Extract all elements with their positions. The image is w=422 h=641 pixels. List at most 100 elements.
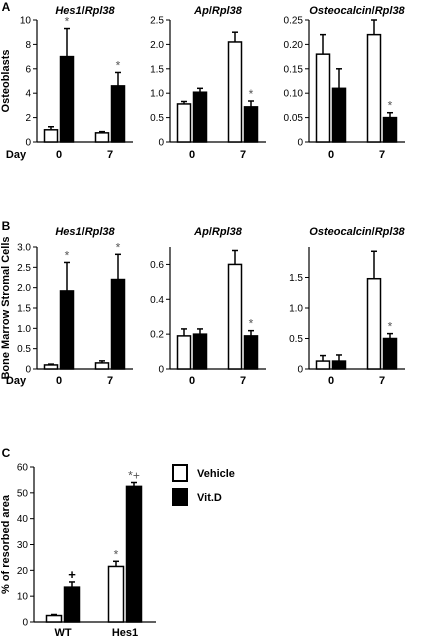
y-tick-label: 0.2: [150, 330, 164, 341]
title-gene: Hes1: [55, 226, 81, 238]
y-tick-label: 2.5: [17, 263, 31, 274]
title-separator: /: [82, 5, 85, 17]
significance-marker: *: [65, 15, 70, 29]
y-tick-label: 0.6: [150, 260, 164, 271]
bar: [107, 565, 125, 623]
y-tick-label: 50: [17, 488, 29, 499]
title-reference: Rpl38: [212, 5, 243, 17]
chart-title: Ap/Rpl38: [193, 5, 243, 17]
bar: [227, 41, 243, 143]
significance-marker: *: [249, 317, 254, 331]
y-tick-label: 0: [25, 138, 31, 149]
y-tick-label: 0.25: [284, 16, 304, 27]
bar: [94, 132, 110, 143]
legend: Vehicle Vit.D: [172, 464, 235, 506]
y-tick-label: 0.4: [150, 295, 164, 306]
title-gene: Ap: [193, 226, 209, 238]
y-tick-label: 0.10: [284, 89, 304, 100]
legend-swatch: [172, 464, 188, 482]
panel-letter: C: [2, 446, 11, 460]
title-separator: /: [372, 226, 375, 238]
category-label: 0: [56, 375, 62, 387]
chart-title: Ap/Rpl38: [193, 226, 243, 238]
title-separator: /: [372, 5, 375, 17]
title-reference: Rpl38: [212, 226, 243, 238]
y-tick-label: 1.0: [289, 304, 303, 315]
chart-panel: Ap/Rpl38 0 0.5 1.0 1.5 2.0 2.5 0 7 *: [150, 5, 266, 161]
y-tick-label: 20: [17, 566, 29, 577]
bar: [315, 53, 331, 143]
y-tick-label: 0.20: [284, 40, 304, 51]
category-label: 7: [240, 375, 246, 387]
y-tick-label: 4: [25, 89, 31, 100]
y-tick-label: 1.0: [17, 324, 31, 335]
category-label: 0: [189, 149, 195, 161]
title-separator: /: [209, 5, 212, 17]
bar: [192, 91, 208, 143]
category-label: 7: [240, 149, 246, 161]
bar: [43, 129, 59, 143]
y-tick-label: 1.5: [150, 64, 164, 75]
chart-title: Hes1/Rpl38: [55, 226, 115, 238]
legend-label: Vit.D: [197, 492, 222, 504]
y-tick-label: 30: [17, 540, 29, 551]
x-axis-label: Day: [6, 375, 27, 387]
y-tick-label: 0: [158, 365, 164, 376]
chart-panel: Osteocalcin/Rpl38 0 0.05 0.10 0.15 0.20 0.25 0 7…: [284, 5, 406, 161]
y-tick-label: 60: [17, 463, 29, 474]
bar: [382, 116, 398, 143]
y-tick-label: 0: [297, 138, 303, 149]
y-tick-label: 6: [25, 64, 31, 75]
y-tick-label: 10: [20, 16, 32, 27]
panel-letter: A: [2, 0, 11, 14]
chart-panel: B Hes1/Rpl38 0 0.5 1.0 1.5 2.0 2.5 3.0 Bone Marro…: [0, 219, 133, 387]
y-tick-label: 0: [25, 365, 31, 376]
legend-label: Vehicle: [197, 468, 235, 480]
category-label: 7: [107, 149, 113, 161]
bar: [176, 103, 192, 143]
bar: [63, 586, 81, 623]
bar: [243, 335, 259, 370]
significance-marker: *+: [128, 469, 140, 483]
bar: [243, 106, 259, 143]
significance-marker: *: [65, 248, 70, 262]
y-tick-label: 1.0: [150, 89, 164, 100]
y-tick-label: 1.5: [17, 304, 31, 315]
title-reference: Rpl38: [375, 5, 406, 17]
bar: [366, 277, 382, 370]
significance-marker: *: [114, 547, 119, 561]
y-tick-label: 0: [158, 138, 164, 149]
y-tick-label: 40: [17, 514, 29, 525]
y-tick-label: 0.5: [150, 113, 164, 124]
category-label: 0: [189, 375, 195, 387]
title-reference: Rpl38: [85, 226, 116, 238]
significance-marker: *: [116, 240, 121, 254]
chart-title: Osteocalcin/Rpl38: [309, 226, 405, 238]
title-gene: Osteocalcin: [309, 226, 372, 238]
y-tick-label: 2.0: [150, 40, 164, 51]
bar: [176, 335, 192, 370]
bar: [315, 360, 331, 370]
chart-title: Osteocalcin/Rpl38: [309, 5, 405, 17]
significance-marker: *: [249, 87, 254, 101]
chart-panel: Ap/Rpl38 0 0.2 0.4 0.6 0 7 *: [150, 226, 266, 387]
bar: [331, 87, 347, 143]
bar: [192, 333, 208, 370]
y-tick-label: 10: [17, 592, 29, 603]
title-reference: Rpl38: [85, 5, 116, 17]
bar: [110, 278, 126, 370]
bar: [94, 362, 110, 370]
title-reference: Rpl38: [375, 226, 406, 238]
legend-swatch: [172, 488, 188, 506]
title-gene: Hes1: [55, 5, 81, 17]
bar: [227, 263, 243, 370]
y-tick-label: 0.5: [17, 344, 31, 355]
bar: [59, 55, 75, 143]
bar: [110, 85, 126, 143]
bar: [45, 614, 63, 623]
y-tick-label: 3.0: [17, 243, 31, 254]
chart-panel: C 0 10 20 30 40 50 60 % of resorbed area WT Hes1 + *…: [0, 446, 235, 639]
category-label: 7: [379, 375, 385, 387]
bar: [59, 290, 75, 370]
